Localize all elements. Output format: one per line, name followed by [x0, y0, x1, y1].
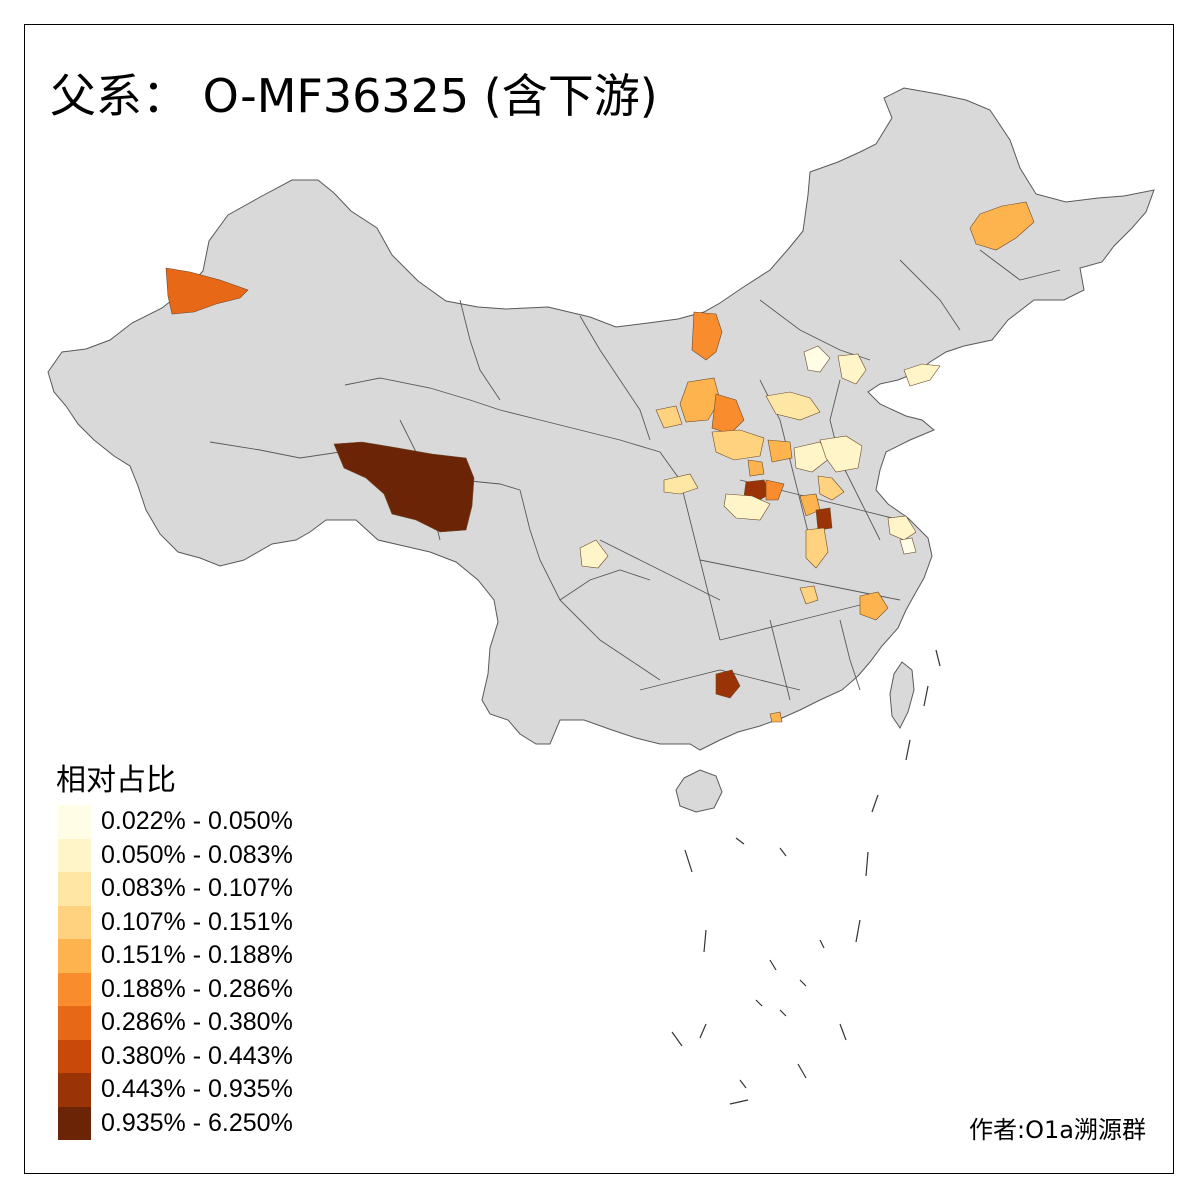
region-anhui-central: [815, 507, 833, 531]
region-sichuan: [579, 539, 609, 569]
region-shanxi-south: [711, 429, 765, 461]
taiwan-island: [889, 661, 915, 729]
legend-swatch: [58, 1073, 91, 1107]
legend-label: 0.151% - 0.188%: [101, 941, 293, 970]
region-shandong-central: [819, 435, 863, 473]
legend-item: 0.107% - 0.151%: [58, 905, 293, 939]
legend-swatch: [58, 905, 91, 939]
region-xinjiang-ili: [165, 267, 249, 315]
region-shandong-south: [817, 475, 845, 501]
legend-label: 0.107% - 0.151%: [101, 907, 293, 936]
region-liaoning: [903, 363, 941, 387]
region-ningxia: [655, 405, 683, 429]
legend-swatch: [58, 972, 91, 1006]
legend-label: 0.443% - 0.935%: [101, 1075, 293, 1104]
region-jiangsu: [887, 515, 917, 541]
legend: 0.022% - 0.050% 0.050% - 0.083% 0.083% - 0…: [58, 805, 293, 1140]
map-title: 父系： O-MF36325 (含下游): [50, 69, 658, 123]
region-guangxi: [715, 669, 741, 699]
region-hubei: [799, 585, 819, 605]
region-shanxi-central: [711, 393, 745, 435]
author-credit: 作者:O1a溯源群: [969, 1116, 1146, 1144]
choropleth-regions: [165, 201, 1035, 723]
region-shaanxi: [663, 473, 699, 495]
region-henan-central: [765, 479, 785, 501]
region-shanxi-north: [679, 377, 721, 423]
legend-swatch: [58, 1006, 91, 1040]
legend-item: 0.151% - 0.188%: [58, 939, 293, 973]
legend-item: 0.443% - 0.935%: [58, 1073, 293, 1107]
china-land-mass: [47, 87, 1155, 751]
region-shandong-west: [793, 441, 831, 473]
region-guangdong: [769, 711, 783, 723]
legend-label: 0.935% - 6.250%: [101, 1108, 293, 1137]
region-shanghai: [899, 537, 917, 555]
map-border: [24, 24, 1174, 1174]
region-hebei-south: [767, 439, 793, 463]
legend-label: 0.083% - 0.107%: [101, 874, 293, 903]
south-china-sea-islands: [671, 649, 941, 1105]
legend-swatch: [58, 1039, 91, 1073]
legend-item: 0.188% - 0.286%: [58, 972, 293, 1006]
region-tibet-north: [333, 441, 475, 533]
region-anhui-south: [805, 527, 829, 569]
legend-item: 0.083% - 0.107%: [58, 872, 293, 906]
legend-swatch: [58, 805, 91, 839]
legend-label: 0.022% - 0.050%: [101, 807, 293, 836]
legend-swatch: [58, 939, 91, 973]
legend-swatch: [58, 1106, 91, 1140]
legend-title: 相对占比: [56, 763, 176, 798]
region-inner-mongolia-baotou: [691, 311, 723, 361]
legend-item: 0.022% - 0.050%: [58, 805, 293, 839]
region-hebei-east: [765, 391, 821, 421]
legend-item: 0.050% - 0.083%: [58, 838, 293, 872]
legend-item: 0.380% - 0.443%: [58, 1039, 293, 1073]
legend-label: 0.050% - 0.083%: [101, 840, 293, 869]
region-tianjin: [837, 353, 867, 385]
legend-item: 0.935% - 6.250%: [58, 1106, 293, 1140]
legend-label: 0.188% - 0.286%: [101, 974, 293, 1003]
legend-item: 0.286% - 0.380%: [58, 1006, 293, 1040]
region-henan-north: [747, 459, 765, 477]
region-beijing: [803, 345, 831, 373]
legend-label: 0.380% - 0.443%: [101, 1041, 293, 1070]
legend-label: 0.286% - 0.380%: [101, 1008, 293, 1037]
legend-swatch: [58, 838, 91, 872]
hainan-island: [675, 769, 723, 813]
region-henan-south: [723, 493, 771, 521]
region-heilongjiang: [969, 201, 1035, 251]
legend-swatch: [58, 872, 91, 906]
region-jiangxi-north: [859, 591, 889, 621]
